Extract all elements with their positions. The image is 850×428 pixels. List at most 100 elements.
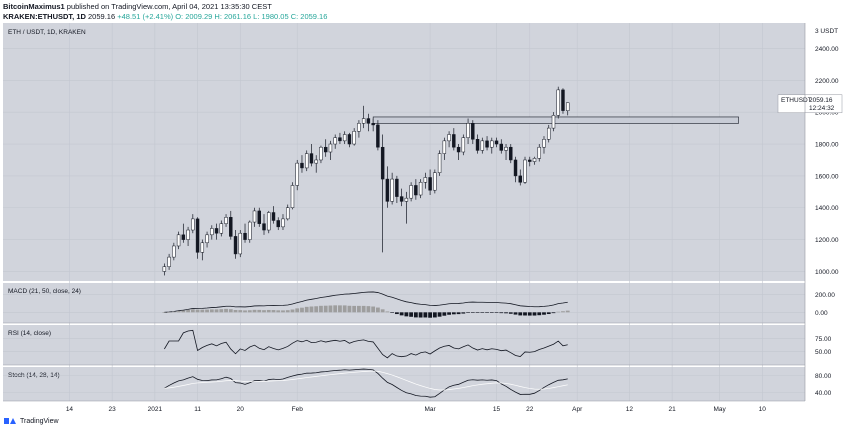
footer: TradingView xyxy=(4,415,59,427)
macd-histogram-bar xyxy=(342,305,347,313)
time-tick-label: 10 xyxy=(759,406,767,413)
macd-histogram-bar xyxy=(233,309,238,313)
macd-histogram-bar xyxy=(281,310,285,313)
candle-body xyxy=(304,153,309,169)
last-price-symbol: ETHUSDT xyxy=(781,97,812,104)
candle-body xyxy=(286,207,290,220)
candle-body xyxy=(271,212,276,221)
macd-histogram-bar xyxy=(523,312,527,316)
macd-histogram-bar xyxy=(451,312,456,315)
time-tick-label: Apr xyxy=(572,406,583,413)
macd-histogram-bar xyxy=(295,308,300,313)
macd-histogram-bar xyxy=(447,312,451,315)
macd-histogram-bar xyxy=(186,309,190,313)
macd-histogram-bar xyxy=(319,305,323,313)
macd-histogram-bar xyxy=(542,312,546,315)
chart-svg[interactable]: 14 23 2021 11 20 Feb Mar 15 22 Apr 12 21 May 10 2400.0… xyxy=(0,23,850,417)
candle-body xyxy=(561,89,565,111)
macd-histogram-bar xyxy=(205,309,209,313)
macd-histogram-bar xyxy=(376,307,380,313)
macd-histogram-bar xyxy=(338,305,342,313)
candle-body xyxy=(442,140,447,154)
price-axis-bg-stoch xyxy=(805,367,850,401)
candle-body xyxy=(409,185,413,199)
time-tick-label: 12 xyxy=(626,406,634,413)
candle-body xyxy=(475,139,480,151)
macd-histogram-bar xyxy=(328,305,333,313)
macd-histogram-bar xyxy=(257,309,262,313)
macd-histogram-bar xyxy=(176,310,181,313)
candle-body xyxy=(447,134,451,142)
macd-histogram-bar xyxy=(418,312,423,318)
macd-histogram-bar xyxy=(518,312,523,316)
macd-histogram-bar xyxy=(333,305,338,313)
footer-brand[interactable]: TradingView xyxy=(20,417,59,425)
candle-body xyxy=(338,137,342,142)
macd-histogram-bar xyxy=(480,312,485,313)
author-name[interactable]: BitcoinMaximus1 xyxy=(3,2,65,11)
macd-histogram-bar xyxy=(361,305,366,313)
macd-histogram-bar xyxy=(228,309,233,313)
time-tick-label: 20 xyxy=(237,406,245,413)
macd-histogram-bar xyxy=(461,312,466,314)
candle-body xyxy=(480,140,485,151)
macd-histogram-bar xyxy=(171,311,176,313)
macd-line xyxy=(164,291,568,313)
rsi-label: RSI (14, close) xyxy=(8,330,51,337)
candle-body xyxy=(528,159,532,162)
macd-histogram-bar xyxy=(380,309,385,313)
candle-body xyxy=(537,146,541,159)
macd-histogram-bar xyxy=(262,310,266,313)
candle-body xyxy=(376,124,380,148)
macd-histogram-bar xyxy=(300,307,304,313)
macd-histogram-bar xyxy=(314,306,319,313)
candle-body xyxy=(547,127,551,140)
price-axis-bg-main xyxy=(805,23,850,281)
candle-body xyxy=(471,123,475,140)
macd-histogram-bar xyxy=(304,306,309,313)
macd-histogram-bar xyxy=(371,306,376,313)
candle-body xyxy=(181,234,186,240)
candle-body xyxy=(414,185,418,196)
candle-body xyxy=(276,220,280,228)
candle-body xyxy=(328,143,333,153)
time-tick-label: 22 xyxy=(526,406,534,413)
time-axis-bg xyxy=(0,401,850,417)
candle-body xyxy=(176,234,181,247)
macd-histogram-bar xyxy=(432,312,437,318)
macd-histogram-bar xyxy=(466,312,470,313)
candle-body xyxy=(210,228,214,236)
rsi-tick-label: 50.00 xyxy=(815,349,832,356)
macd-histogram-bar xyxy=(551,312,556,314)
macd-histogram-bar xyxy=(181,310,186,313)
time-tick-label: 2021 xyxy=(148,406,163,413)
candle-body xyxy=(456,146,461,153)
candle-body xyxy=(513,159,518,177)
candle-body xyxy=(262,223,266,231)
candle-body xyxy=(295,162,299,186)
macd-histogram-bar xyxy=(470,312,475,313)
candle-body xyxy=(485,140,489,148)
rsi-line xyxy=(164,329,568,359)
macd-histogram-bar xyxy=(167,312,171,313)
candle-body xyxy=(523,159,527,183)
macd-histogram-bar xyxy=(489,312,494,313)
candle-body xyxy=(423,177,428,183)
candle-body xyxy=(494,140,499,145)
chart-area[interactable]: 14 23 2021 11 20 Feb Mar 15 22 Apr 12 21 May 10 2400.0… xyxy=(0,23,850,417)
macd-histogram-bar xyxy=(561,311,565,313)
macd-histogram-bar xyxy=(247,310,252,313)
macd-label: MACD (21, 50, close, 24) xyxy=(8,288,81,295)
candle-body xyxy=(437,153,442,173)
candle-body xyxy=(229,217,233,237)
pane-bg-stoch xyxy=(3,367,805,401)
macd-histogram-bar xyxy=(162,312,167,313)
macd-histogram-bar xyxy=(357,305,361,313)
candle-body xyxy=(428,177,432,191)
publish-info: BitcoinMaximus1 published on TradingView… xyxy=(3,2,272,11)
macd-histogram-bar xyxy=(290,309,295,313)
tradingview-logo-icon xyxy=(4,417,17,425)
candle-body xyxy=(357,123,361,132)
candle-body xyxy=(252,210,257,223)
macd-histogram-bar xyxy=(399,312,404,316)
